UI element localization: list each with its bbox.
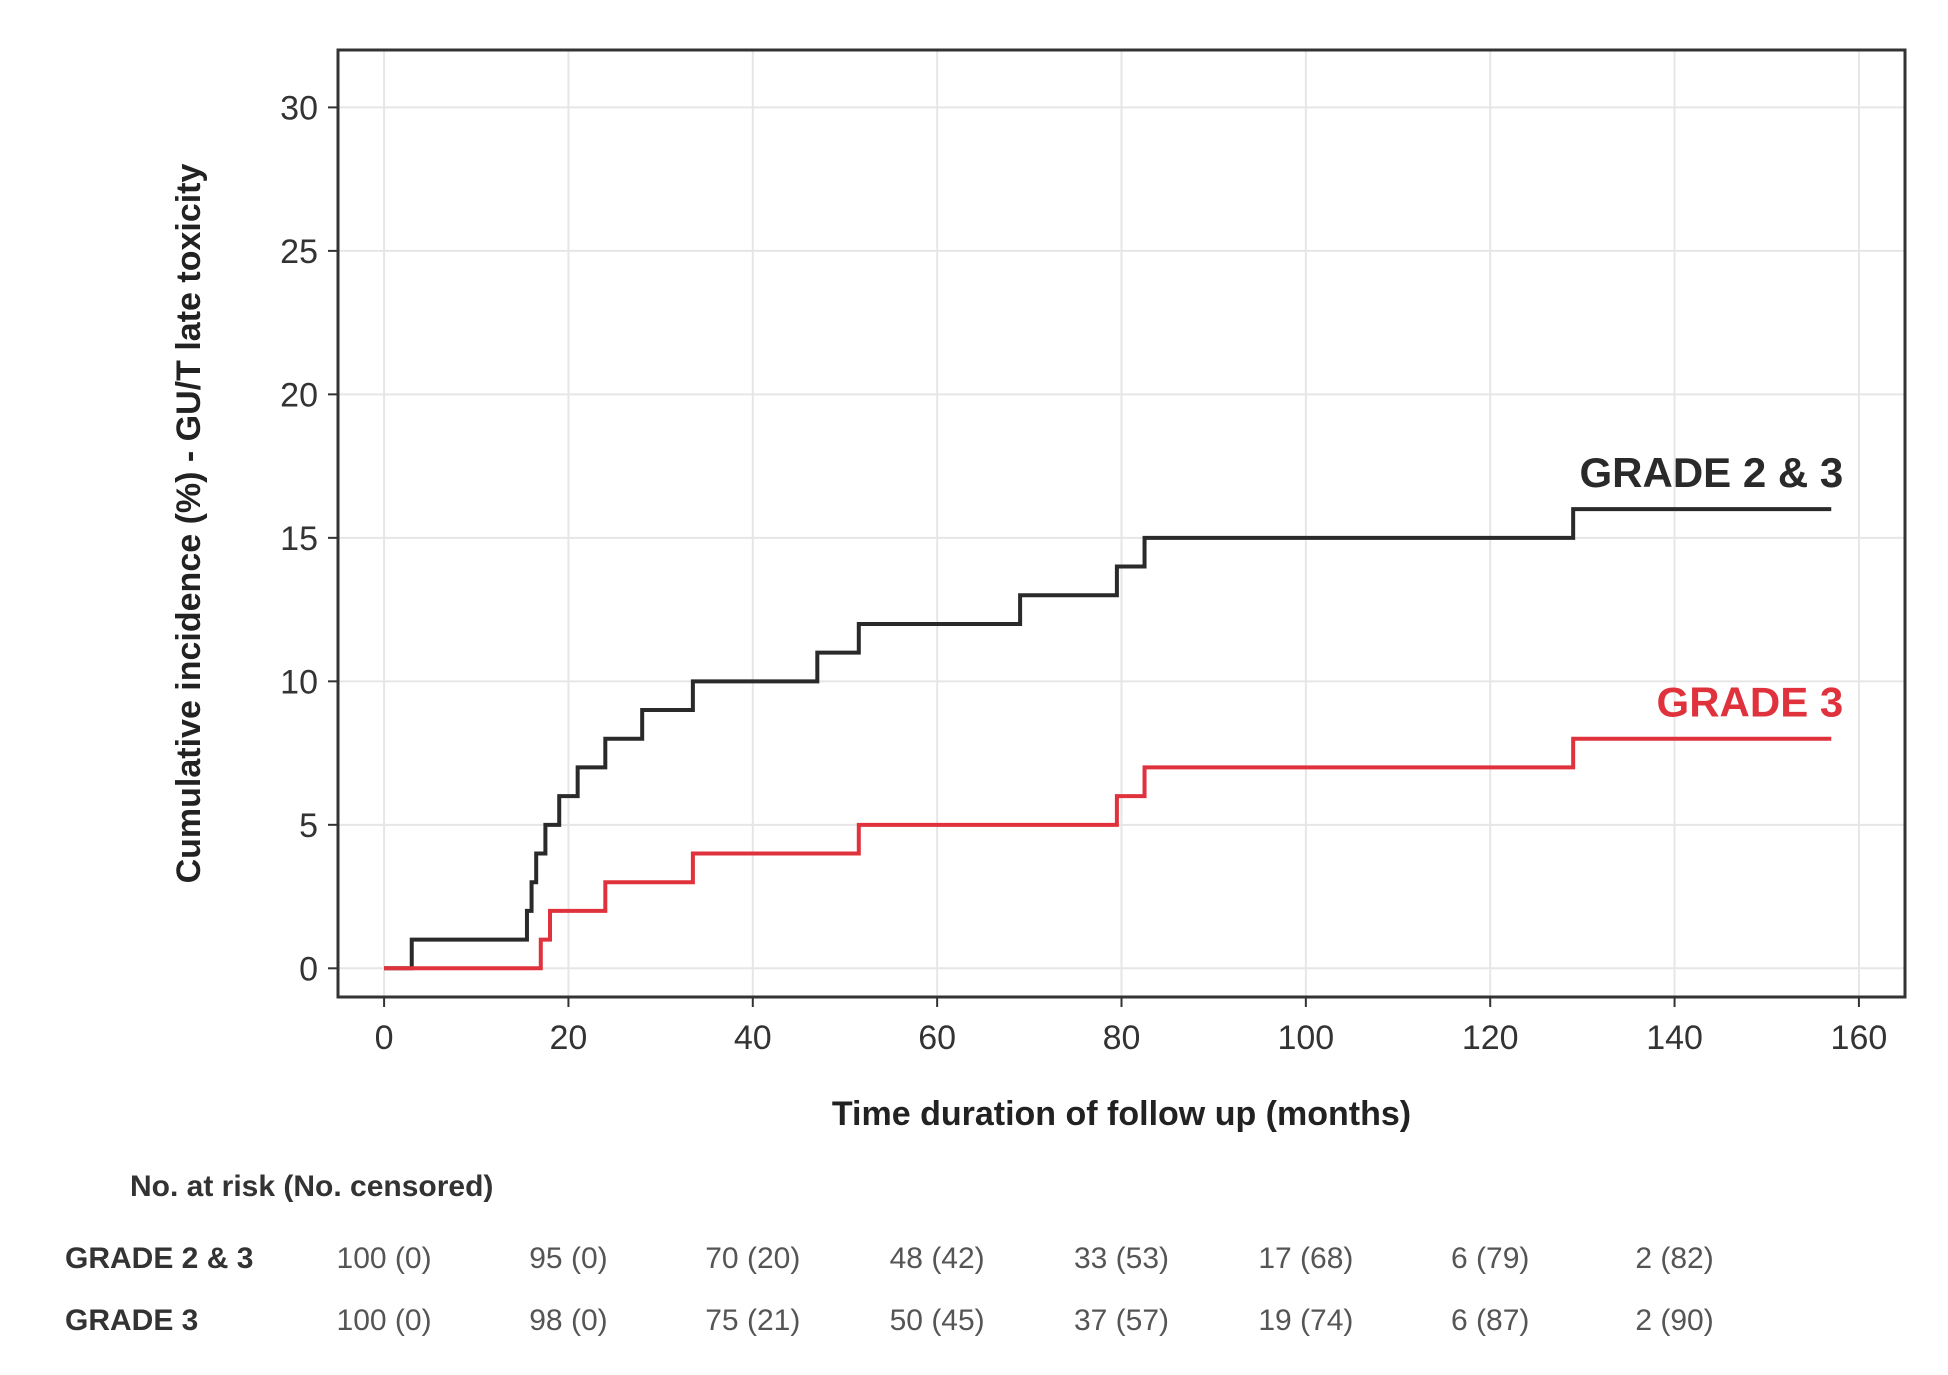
x-tick-label: 60	[918, 1019, 956, 1057]
series-label-grade-2-3: GRADE 2 & 3	[1580, 449, 1844, 496]
y-tick-label: 25	[280, 233, 318, 271]
risk-cell: 6 (79)	[1451, 1242, 1530, 1275]
km-chart: 0 20 40 60 80 100 120 140 160 0 5 10 15 20 25 30 Time d…	[170, 48, 1907, 1133]
risk-cell: 100 (0)	[336, 1304, 432, 1337]
risk-cell: 70 (20)	[705, 1242, 801, 1275]
y-tick-label: 10	[280, 663, 318, 701]
x-tick-label: 40	[734, 1019, 772, 1057]
risk-cell: 2 (82)	[1635, 1242, 1714, 1275]
risk-cell: 19 (74)	[1258, 1304, 1354, 1337]
y-tick-label: 5	[299, 807, 318, 845]
risk-cell: 48 (42)	[889, 1242, 985, 1275]
risk-cell: 75 (21)	[705, 1304, 801, 1337]
risk-cell: 50 (45)	[889, 1304, 985, 1337]
x-tick-label: 120	[1462, 1019, 1519, 1057]
risk-cell: 100 (0)	[336, 1242, 432, 1275]
risk-cell: 2 (90)	[1635, 1304, 1714, 1337]
y-tick-label: 30	[280, 89, 318, 127]
x-axis-title: Time duration of follow up (months)	[832, 1095, 1411, 1133]
risk-table: No. at risk (No. censored) GRADE 2 & 3 1…	[0, 1170, 1948, 1370]
risk-row-label: GRADE 2 & 3	[65, 1242, 254, 1275]
x-tick-label: 160	[1831, 1019, 1888, 1057]
risk-cell: 33 (53)	[1073, 1242, 1170, 1275]
risk-cell: 95 (0)	[529, 1242, 608, 1275]
axis-ticks: 0 20 40 60 80 100 120 140 160 0 5 10 15 20 25 30	[280, 89, 1887, 1057]
y-tick-label: 15	[280, 520, 318, 558]
x-tick-label: 20	[550, 1019, 588, 1057]
risk-row-label: GRADE 3	[65, 1304, 199, 1337]
y-tick-label: 20	[280, 376, 318, 414]
y-axis-title: Cumulative incidence (%) - GU/T late tox…	[170, 164, 208, 884]
risk-cell: 6 (87)	[1451, 1304, 1530, 1337]
series-line-grade-2-3	[384, 507, 1832, 971]
risk-table-heading: No. at risk (No. censored)	[130, 1170, 494, 1203]
risk-row-grade-3: GRADE 3 100 (0) 98 (0) 75 (21) 50 (45) 3…	[0, 1304, 1948, 1344]
x-tick-label: 0	[375, 1019, 394, 1057]
grid	[338, 50, 1905, 997]
x-tick-label: 140	[1646, 1019, 1703, 1057]
y-tick-label: 0	[299, 950, 318, 988]
x-tick-label: 100	[1277, 1019, 1334, 1057]
risk-cell: 98 (0)	[529, 1304, 608, 1337]
risk-row-grade-2-3: GRADE 2 & 3 100 (0) 95 (0) 70 (20) 48 (4…	[0, 1242, 1948, 1282]
series-lines	[384, 507, 1832, 971]
series-line-grade-3	[384, 736, 1832, 971]
risk-cell: 17 (68)	[1258, 1242, 1354, 1275]
series-label-grade-3: GRADE 3	[1657, 679, 1844, 726]
x-tick-label: 80	[1103, 1019, 1141, 1057]
risk-cell: 37 (57)	[1073, 1304, 1170, 1337]
